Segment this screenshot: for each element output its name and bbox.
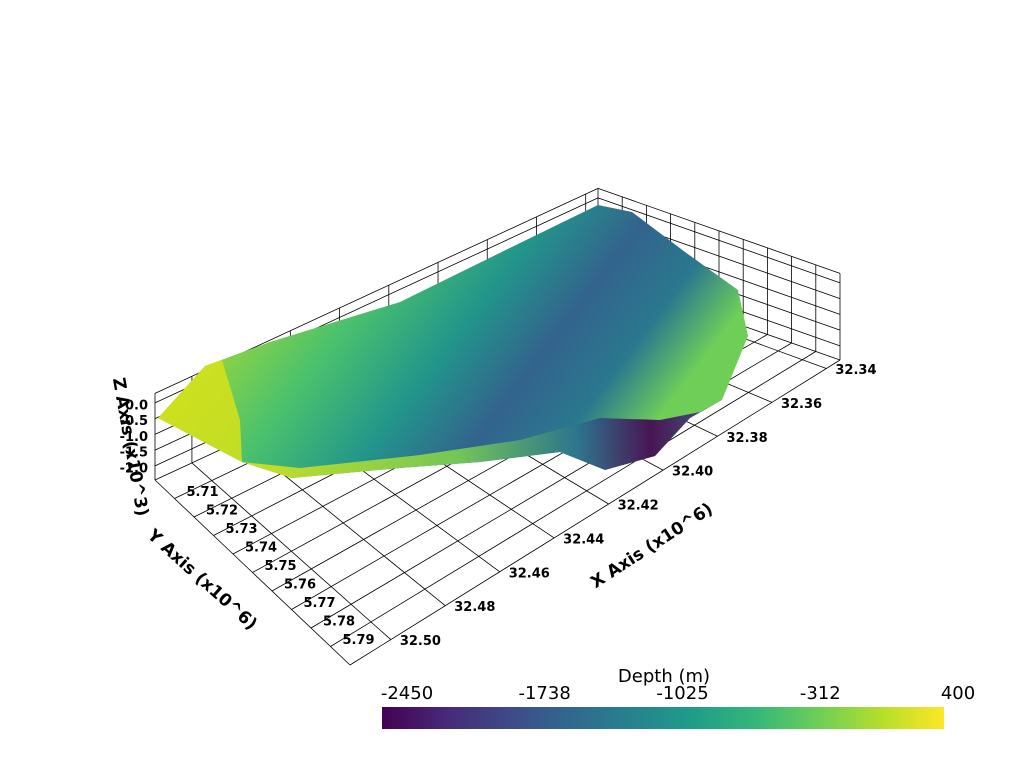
colorbar-tick-label: 400 [941,683,975,704]
x-tick-label: 32.40 [672,465,713,480]
x-tick-label: 32.38 [727,431,768,446]
x-tick-label: 32.46 [509,566,550,581]
colorbar-title: Depth (m) [618,666,710,687]
x-tick-label: 32.42 [618,499,659,514]
y-tick-label: 5.76 [284,578,316,593]
surface-rim [242,400,722,478]
x-tick-label: 32.36 [781,397,822,412]
colorbar-tick-label: -1025 [656,683,708,704]
z-tick-label: -0.5 [120,414,148,429]
y-tick-label: 5.77 [304,596,336,611]
colorbar-tick-label: -2450 [381,683,433,704]
z-tick-label: -1.5 [120,446,148,461]
y-tick-label: 5.71 [187,485,219,500]
axis-labels: 32.34 32.36 32.38 32.40 32.42 32.44 32.46 32.48… [120,363,877,649]
grid-line [597,197,841,284]
x-tick-label: 32.50 [400,634,441,649]
y-tick-label: 5.79 [343,633,375,648]
y-tick-label: 5.72 [206,504,238,519]
z-tick-label: -1.0 [120,430,148,445]
box-edge [349,359,841,666]
colorbar-tick-label: -312 [800,683,841,704]
surface-left-face [158,360,242,462]
colorbar [382,707,944,729]
z-tick-label: -2.0 [120,461,148,476]
y-tick-label: 5.75 [265,559,297,574]
x-tick-label: 32.44 [563,532,604,547]
z-tick-label: 0.0 [125,398,148,413]
y-tick-label: 5.78 [323,615,355,630]
surface [158,205,748,478]
y-axis-title: Y Axis (x10^6) [142,525,261,635]
grid-line [330,351,817,647]
surface-body [158,205,748,478]
x-tick-label: 32.48 [454,600,495,615]
x-tick-label: 32.34 [835,363,876,378]
y-tick-label: 5.73 [226,522,258,537]
y-tick-label: 5.74 [245,541,277,556]
colorbar-tick-label: -1738 [518,683,570,704]
